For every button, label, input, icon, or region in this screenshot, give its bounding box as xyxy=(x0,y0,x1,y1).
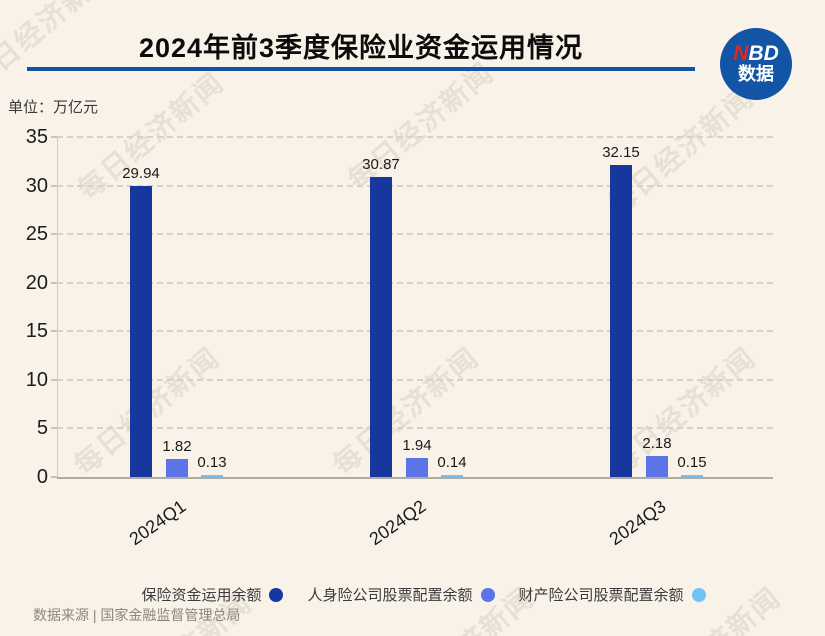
gridline-20 xyxy=(57,281,773,284)
legend-label-3: 财产险公司股票配置余额 xyxy=(518,587,684,604)
y-tick-label-0: 0 xyxy=(36,466,48,488)
y-tick-label-30: 30 xyxy=(25,174,48,197)
nbd-logo-brand: NBD xyxy=(733,43,779,65)
gridline-30 xyxy=(57,184,773,187)
legend-dot-icon-1 xyxy=(269,587,284,602)
nbd-logo: NBD 数据 xyxy=(720,28,792,100)
y-tick-25 xyxy=(51,233,57,236)
title-underline xyxy=(27,67,695,71)
bar-2024Q2-series3 xyxy=(441,475,463,477)
x-axis-baseline xyxy=(57,477,773,479)
y-tick-label-20: 20 xyxy=(25,271,48,294)
gridline-5 xyxy=(57,427,773,430)
y-tick-15 xyxy=(51,330,57,333)
bar-value-2024Q3-series1: 32.15 xyxy=(602,144,640,161)
bar-2024Q2-series2 xyxy=(406,458,428,477)
bar-2024Q3-series3 xyxy=(681,475,703,477)
legend-item-3: 财产险公司股票配置余额 xyxy=(519,584,706,605)
bar-value-2024Q3-series2: 2.18 xyxy=(642,435,672,452)
bar-2024Q3-series1 xyxy=(610,165,632,477)
legend-label-2: 人身险公司股票配置余额 xyxy=(307,587,473,604)
y-tick-0 xyxy=(51,476,57,478)
y-tick-35 xyxy=(51,136,57,138)
bar-value-2024Q2-series3: 0.14 xyxy=(437,454,467,471)
bar-value-2024Q1-series2: 1.82 xyxy=(162,438,192,455)
y-tick-label-25: 25 xyxy=(25,223,48,246)
y-tick-30 xyxy=(51,184,57,187)
y-axis-line xyxy=(57,137,58,478)
x-category-label-2024Q2: 2024Q2 xyxy=(365,496,430,550)
legend-item-2: 人身险公司股票配置余额 xyxy=(307,584,495,605)
legend-label-1: 保险资金运用余额 xyxy=(141,587,262,604)
bar-value-2024Q2-series1: 30.87 xyxy=(362,156,400,173)
legend-dot-icon-3 xyxy=(691,587,706,602)
legend-dot-icon-2 xyxy=(480,587,495,602)
gridline-15 xyxy=(57,330,773,333)
gridline-10 xyxy=(57,378,773,381)
nbd-logo-brand-rest: BD xyxy=(748,42,779,66)
x-category-label-2024Q1: 2024Q1 xyxy=(125,496,190,550)
y-tick-10 xyxy=(51,378,57,381)
y-tick-label-15: 15 xyxy=(25,320,48,343)
y-tick-20 xyxy=(51,281,57,284)
y-tick-label-5: 5 xyxy=(36,417,48,440)
bar-value-2024Q1-series3: 0.13 xyxy=(197,454,227,471)
gridline-25 xyxy=(57,233,773,236)
bar-2024Q1-series2 xyxy=(166,459,188,477)
bar-2024Q2-series1 xyxy=(370,177,392,477)
page-title: 2024年前3季度保险业资金运用情况 xyxy=(138,33,584,63)
x-category-label-2024Q3: 2024Q3 xyxy=(605,496,670,550)
data-source: 数据来源 | 国家金融监督管理总局 xyxy=(33,607,241,623)
bar-2024Q3-series2 xyxy=(646,456,668,477)
bar-value-2024Q1-series1: 29.94 xyxy=(122,165,160,182)
y-tick-label-10: 10 xyxy=(25,368,48,391)
bar-value-2024Q2-series2: 1.94 xyxy=(402,437,432,454)
legend-item-1: 保险资金运用余额 xyxy=(141,584,284,605)
nbd-logo-brand-red: N xyxy=(733,42,749,66)
y-tick-label-35: 35 xyxy=(25,126,48,148)
bar-2024Q1-series1 xyxy=(130,186,152,477)
nbd-logo-subtitle: 数据 xyxy=(738,64,774,85)
chart-legend: 保险资金运用余额 人身险公司股票配置余额 财产险公司股票配置余额 xyxy=(11,584,825,605)
bar-2024Q1-series3 xyxy=(201,475,223,477)
axis-unit-label: 单位：万亿元 xyxy=(8,99,99,116)
bar-value-2024Q3-series3: 0.15 xyxy=(677,454,707,471)
y-tick-5 xyxy=(51,427,57,430)
gridline-35 xyxy=(57,136,773,138)
